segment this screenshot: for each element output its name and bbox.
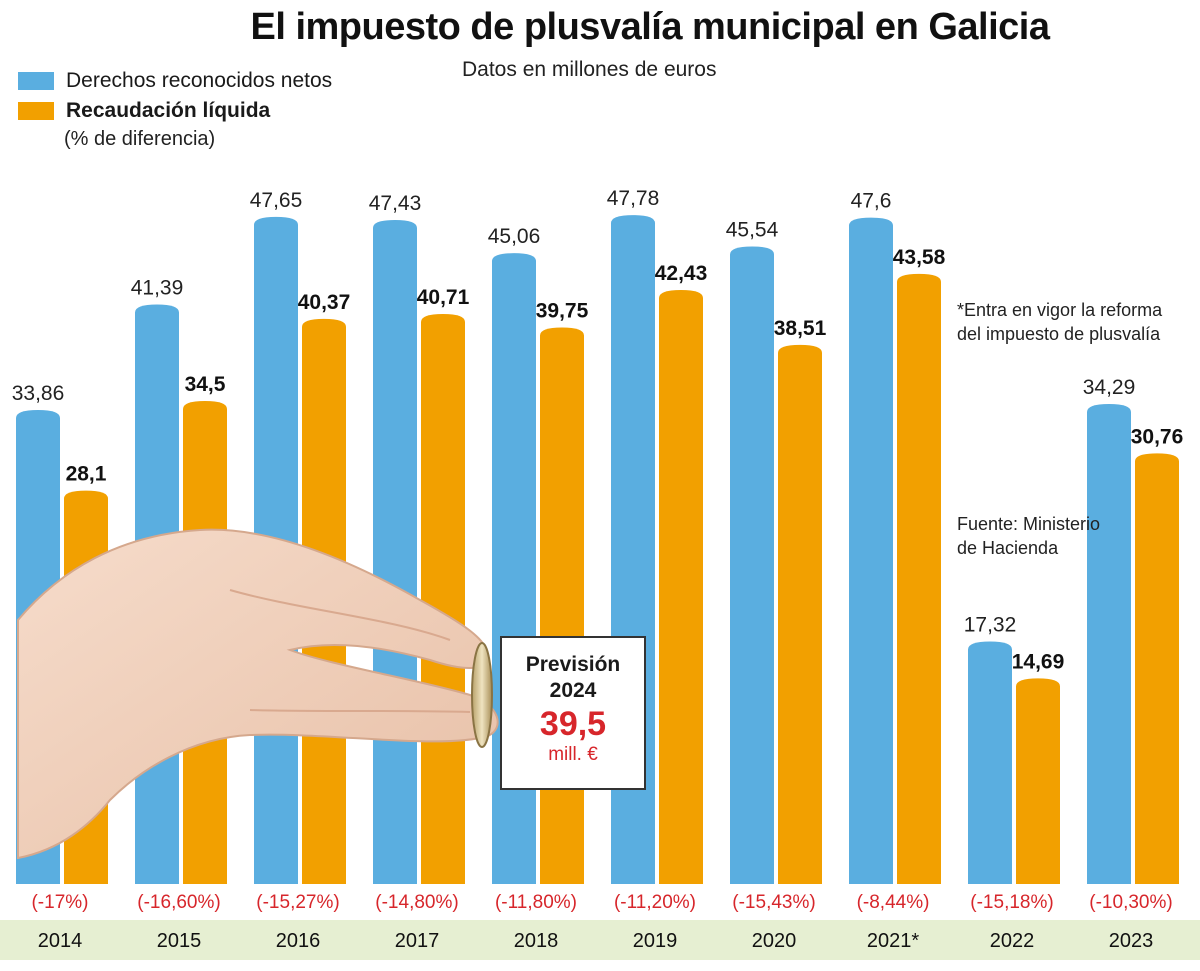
year-label-2014: 2014 xyxy=(38,930,83,952)
bar-recaudacion-2018 xyxy=(540,327,584,884)
bar-recaudacion-2021* xyxy=(897,273,941,884)
label-derechos-2016: 47,65 xyxy=(250,189,303,212)
year-label-2022: 2022 xyxy=(990,930,1035,952)
forecast-label: Previsión xyxy=(525,653,621,676)
source-note: Fuente: Ministerio de Hacienda xyxy=(957,514,1101,558)
year-axis-band xyxy=(0,920,1200,960)
chart-title: El impuesto de plusvalía municipal en Ga… xyxy=(250,6,1050,48)
bar-derechos-2022 xyxy=(968,641,1012,884)
label-recaudacion-2019: 42,43 xyxy=(655,262,708,285)
difference-label-2021*: (-8,44%) xyxy=(857,892,930,913)
difference-label-2019: (-11,20%) xyxy=(614,892,696,913)
difference-label-2017: (-14,80%) xyxy=(375,892,458,913)
year-label-2015: 2015 xyxy=(157,930,202,952)
year-label-2019: 2019 xyxy=(633,930,678,952)
difference-label-2018: (-11,80%) xyxy=(495,892,577,913)
difference-label-2022: (-15,18%) xyxy=(970,892,1053,913)
legend-note: (% de diferencia) xyxy=(64,128,216,150)
label-recaudacion-2018: 39,75 xyxy=(536,300,589,323)
label-derechos-2017: 47,43 xyxy=(369,192,422,215)
label-recaudacion-2020: 38,51 xyxy=(774,317,827,340)
bar-recaudacion-2020 xyxy=(778,344,822,884)
legend-swatch-blue xyxy=(18,72,54,90)
bar-derechos-2021* xyxy=(849,217,893,885)
legend-item-orange: Recaudación líquida xyxy=(18,98,270,124)
label-recaudacion-2016: 40,37 xyxy=(298,291,351,314)
year-label-2021*: 2021* xyxy=(867,930,919,952)
difference-label-2020: (-15,43%) xyxy=(732,892,815,913)
label-derechos-2014: 33,86 xyxy=(12,382,65,405)
legend-item-blue: Derechos reconocidos netos xyxy=(18,68,332,94)
hand-holding-coin-illustration xyxy=(17,528,499,860)
forecast-value: 39,5 xyxy=(539,705,607,743)
label-derechos-2022: 17,32 xyxy=(964,614,1017,637)
label-derechos-2021*: 47,6 xyxy=(851,190,892,213)
year-label-2018: 2018 xyxy=(514,930,559,952)
difference-label-2014: (-17%) xyxy=(31,892,88,913)
label-derechos-2019: 47,78 xyxy=(607,187,660,210)
year-label-2023: 2023 xyxy=(1109,930,1154,952)
label-recaudacion-2014: 28,1 xyxy=(66,463,107,486)
bar-recaudacion-2022 xyxy=(1016,678,1060,884)
label-recaudacion-2015: 34,5 xyxy=(185,373,226,396)
label-derechos-2015: 41,39 xyxy=(131,277,184,300)
label-derechos-2023: 34,29 xyxy=(1083,376,1136,399)
forecast-box: Previsión 2024 39,5 mill. € xyxy=(500,636,646,790)
forecast-unit: mill. € xyxy=(548,744,598,765)
year-label-2020: 2020 xyxy=(752,930,797,952)
chart-subtitle: Datos en millones de euros xyxy=(462,58,717,81)
label-derechos-2020: 45,54 xyxy=(726,218,779,241)
bar-derechos-2023 xyxy=(1087,403,1131,884)
label-recaudacion-2022: 14,69 xyxy=(1012,650,1065,673)
year-label-2017: 2017 xyxy=(395,930,440,952)
label-recaudacion-2021*: 43,58 xyxy=(893,246,946,269)
legend-label-orange: Recaudación líquida xyxy=(66,99,271,122)
bar-recaudacion-2023 xyxy=(1135,453,1179,884)
year-label-2016: 2016 xyxy=(276,930,321,952)
bar-derechos-2020 xyxy=(730,246,774,884)
legend-swatch-orange xyxy=(18,102,54,120)
difference-label-2015: (-16,60%) xyxy=(137,892,220,913)
bar-recaudacion-2019 xyxy=(659,289,703,885)
difference-label-2023: (-10,30%) xyxy=(1089,892,1172,913)
label-recaudacion-2023: 30,76 xyxy=(1131,425,1184,448)
legend-label-blue: Derechos reconocidos netos xyxy=(66,69,333,92)
forecast-year: 2024 xyxy=(549,679,597,702)
difference-label-2016: (-15,27%) xyxy=(256,892,339,913)
reform-note: *Entra en vigor la reforma del impuesto … xyxy=(957,300,1163,344)
label-derechos-2018: 45,06 xyxy=(488,225,541,248)
label-recaudacion-2017: 40,71 xyxy=(417,286,470,309)
